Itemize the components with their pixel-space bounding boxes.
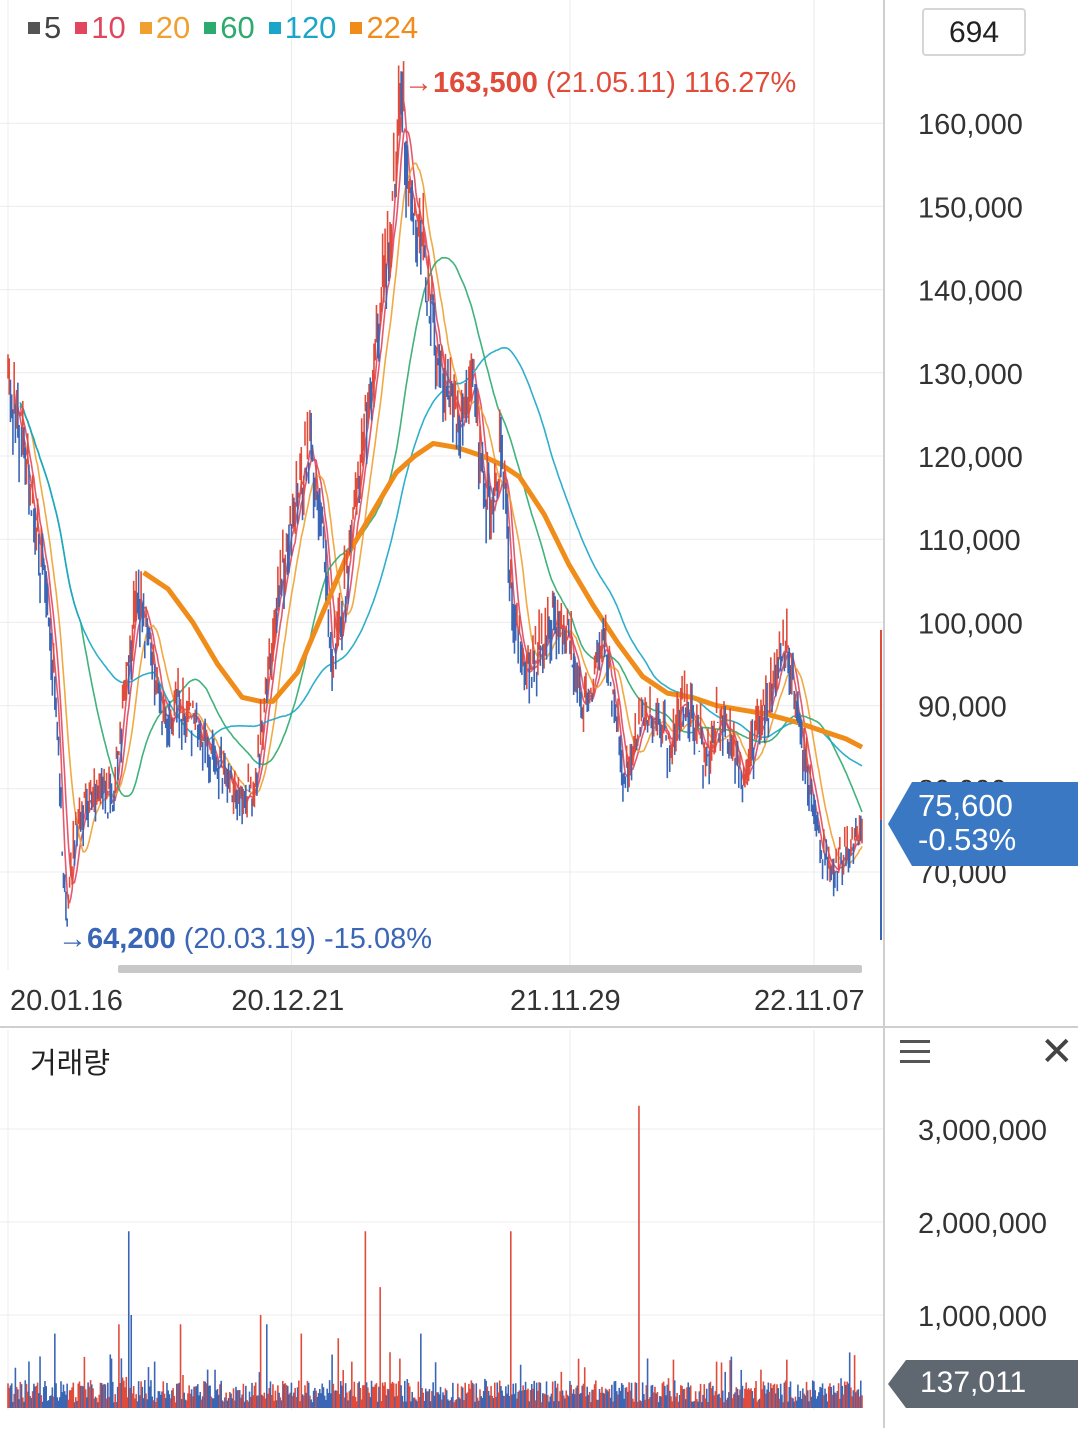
x-tick-label: 20.01.16 [10, 985, 123, 1017]
legend-label: 10 [91, 10, 126, 45]
legend-swatch [139, 22, 152, 34]
y-tick-label: 130,000 [918, 359, 1023, 391]
current-price-badge: 75,600 -0.53% [888, 782, 1078, 866]
legend-item-20[interactable]: 20 [139, 10, 191, 46]
volume-tick-label: 1,000,000 [918, 1301, 1047, 1333]
volume-tick-label: 2,000,000 [918, 1208, 1047, 1240]
current-volume-badge: 137,011 [888, 1360, 1078, 1408]
period-count-box[interactable]: 694 [922, 8, 1026, 56]
x-tick-label: 20.12.21 [231, 985, 344, 1017]
high-price-marker: →163,500 (21.05.11) 116.27% [404, 67, 796, 99]
ma-line-60 [19, 256, 863, 813]
y-tick-label: 120,000 [918, 442, 1023, 474]
x-tick-label: 21.11.29 [510, 985, 621, 1017]
y-tick-label: 90,000 [918, 692, 1007, 724]
legend-item-5[interactable]: 5 [28, 10, 61, 46]
legend-swatch [350, 22, 363, 34]
low-price-marker: →64,200 (20.03.19) -15.08% [58, 923, 432, 955]
legend-swatch [75, 22, 88, 34]
high-marker-detail: (21.05.11) 116.27% [538, 67, 797, 99]
legend-swatch [268, 22, 281, 34]
y-tick-label: 140,000 [918, 276, 1023, 308]
scrollbar [118, 965, 862, 973]
grid-layer [0, 0, 884, 1410]
legend-item-10[interactable]: 10 [75, 10, 126, 46]
marker-layer: →163,500 (21.05.11) 116.27% →64,200 (20.0… [58, 67, 796, 955]
ma-line-224 [142, 441, 864, 750]
ma-line-10 [19, 127, 863, 885]
volume-panel-title: 거래량 [30, 1048, 111, 1080]
legend-label: 120 [284, 10, 337, 45]
current-volume-value: 137,011 [920, 1366, 1027, 1399]
price-series-layer [7, 61, 863, 927]
legend-item-120[interactable]: 120 [268, 10, 337, 46]
low-marker-detail: (20.03.19) -15.08% [176, 923, 432, 955]
ma-legend: 5 10 20 60 120 224 [28, 10, 418, 46]
legend-label: 5 [44, 10, 62, 45]
ma-line-20 [19, 162, 863, 866]
legend-item-224[interactable]: 224 [350, 10, 418, 46]
menu-icon[interactable] [900, 1040, 930, 1064]
y-tick-label: 160,000 [918, 109, 1023, 141]
y-tick-label: 150,000 [918, 192, 1023, 224]
y-tick-label: 100,000 [918, 608, 1023, 640]
current-price-value: 75,600 [918, 788, 1013, 823]
legend-item-60[interactable]: 60 [204, 10, 255, 46]
legend-swatch [28, 22, 40, 34]
close-icon[interactable]: ✕ [1040, 1030, 1074, 1074]
legend-label: 20 [155, 10, 191, 45]
high-marker-price: 163,500 [433, 67, 538, 99]
x-tick-label: 22.11.07 [754, 985, 865, 1017]
volume-tick-label: 3,000,000 [918, 1115, 1047, 1147]
current-price-change: -0.53% [918, 822, 1017, 857]
volume-bars-layer [7, 1105, 863, 1408]
low-marker-price: 64,200 [87, 923, 176, 955]
legend-label: 224 [366, 10, 419, 45]
legend-label: 60 [220, 10, 255, 45]
ma-line-120 [19, 346, 863, 767]
y-tick-label: 110,000 [918, 525, 1021, 557]
legend-swatch [204, 22, 217, 34]
